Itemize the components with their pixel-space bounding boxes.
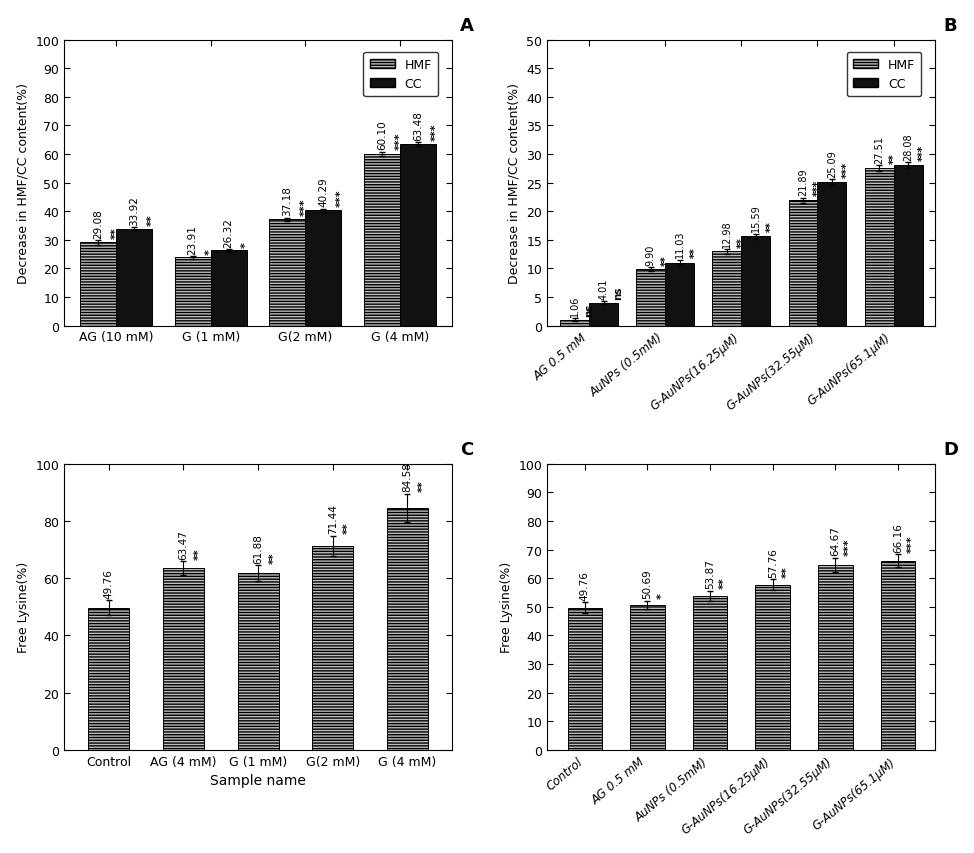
Bar [238, 573, 279, 750]
Bar [789, 201, 817, 326]
Text: 23.91: 23.91 [188, 224, 198, 254]
Text: B: B [943, 17, 956, 35]
Text: 37.18: 37.18 [282, 186, 292, 216]
Bar [568, 608, 602, 750]
Text: 71.44: 71.44 [327, 504, 338, 534]
Text: *: * [205, 248, 215, 254]
Text: ***: *** [336, 189, 346, 207]
Text: **: ** [418, 480, 428, 492]
Text: 12.98: 12.98 [722, 220, 731, 247]
Bar [712, 252, 741, 326]
Bar [589, 304, 618, 326]
Text: 63.47: 63.47 [178, 530, 188, 560]
Text: ***: *** [394, 133, 404, 150]
Text: 15.59: 15.59 [751, 205, 761, 232]
Text: 28.08: 28.08 [903, 133, 913, 160]
Text: 4.01: 4.01 [599, 278, 609, 299]
Bar [89, 608, 130, 750]
Text: 49.76: 49.76 [580, 571, 590, 601]
Text: **: ** [889, 154, 899, 164]
Text: 40.29: 40.29 [318, 177, 328, 207]
Bar [865, 169, 893, 326]
Text: A: A [460, 17, 473, 35]
Text: 64.67: 64.67 [830, 526, 841, 556]
Text: **: ** [110, 227, 121, 239]
Text: ns: ns [614, 286, 623, 299]
Text: **: ** [343, 522, 354, 534]
X-axis label: Sample name: Sample name [210, 774, 306, 787]
Text: **: ** [690, 247, 699, 258]
Bar [636, 270, 665, 326]
Bar [630, 605, 664, 750]
Bar [163, 569, 204, 750]
Bar [364, 154, 400, 326]
Text: 61.88: 61.88 [253, 533, 263, 563]
Text: 26.32: 26.32 [224, 218, 234, 247]
Text: D: D [943, 441, 958, 459]
Bar [741, 237, 770, 326]
Bar [817, 183, 846, 326]
Text: ns: ns [584, 304, 594, 316]
Text: ***: *** [300, 199, 310, 216]
Text: ***: *** [918, 144, 928, 160]
Text: **: ** [194, 548, 204, 560]
Text: ***: *** [813, 180, 823, 196]
Text: C: C [460, 441, 473, 459]
Bar [210, 251, 246, 326]
Text: 33.92: 33.92 [129, 195, 139, 225]
Text: 9.90: 9.90 [646, 244, 656, 265]
Text: **: ** [146, 213, 156, 225]
Bar [387, 508, 428, 750]
Bar [560, 320, 589, 326]
Y-axis label: Decrease in HMF/CC content(%): Decrease in HMF/CC content(%) [17, 83, 29, 284]
Text: **: ** [660, 255, 671, 265]
Text: **: ** [766, 221, 775, 232]
Bar [174, 258, 210, 326]
Bar [893, 165, 922, 326]
Text: *: * [241, 241, 251, 247]
Text: 66.16: 66.16 [893, 523, 903, 553]
Text: ***: *** [844, 538, 854, 556]
Y-axis label: Decrease in HMF/CC content(%): Decrease in HMF/CC content(%) [507, 83, 521, 284]
Bar [693, 596, 728, 750]
Text: ***: *** [842, 162, 852, 177]
Bar [400, 145, 436, 326]
Text: 50.69: 50.69 [643, 569, 653, 599]
Bar [312, 546, 354, 750]
Text: ***: *** [431, 123, 440, 141]
Text: 57.76: 57.76 [768, 547, 777, 577]
Text: *: * [656, 593, 666, 599]
Bar [306, 212, 341, 326]
Bar [80, 243, 116, 326]
Text: 60.10: 60.10 [377, 120, 387, 150]
Bar [756, 585, 790, 750]
Text: 63.48: 63.48 [413, 111, 423, 141]
Text: 53.87: 53.87 [705, 559, 715, 589]
Bar [880, 561, 916, 750]
Text: 27.51: 27.51 [874, 136, 884, 164]
Legend: HMF, CC: HMF, CC [846, 53, 921, 97]
Bar [665, 264, 694, 326]
Bar [270, 220, 306, 326]
Text: 84.58: 84.58 [402, 462, 412, 492]
Text: 25.09: 25.09 [827, 150, 837, 177]
Text: **: ** [269, 551, 279, 563]
Text: **: ** [736, 237, 747, 247]
Bar [818, 566, 852, 750]
Y-axis label: Free Lysine(%): Free Lysine(%) [500, 561, 513, 653]
Text: **: ** [719, 577, 729, 589]
Text: 29.08: 29.08 [94, 209, 103, 239]
Text: **: ** [781, 566, 792, 577]
Legend: HMF, CC: HMF, CC [363, 53, 438, 97]
Text: 1.06: 1.06 [570, 295, 580, 316]
Text: 21.89: 21.89 [798, 168, 808, 196]
Y-axis label: Free Lysine(%): Free Lysine(%) [17, 561, 29, 653]
Text: 11.03: 11.03 [675, 230, 685, 258]
Bar [116, 229, 152, 326]
Text: ***: *** [907, 535, 917, 553]
Text: 49.76: 49.76 [104, 569, 114, 599]
